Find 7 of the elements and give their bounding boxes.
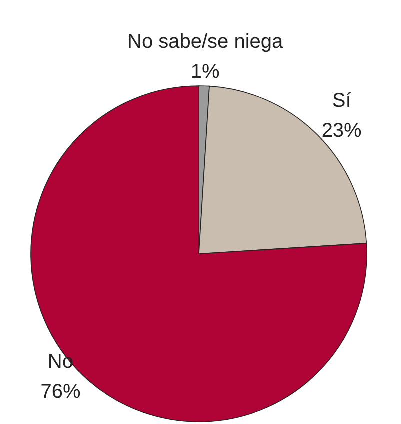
data-label: 1% — [190, 61, 220, 84]
slice-label: No sabe/se niega — [128, 31, 284, 54]
data-label: 23% — [322, 120, 362, 142]
pie-slice — [30, 86, 368, 422]
data-label: 76% — [40, 381, 81, 403]
slice-label: Sí — [332, 90, 352, 112]
slice-label: No — [48, 351, 74, 373]
